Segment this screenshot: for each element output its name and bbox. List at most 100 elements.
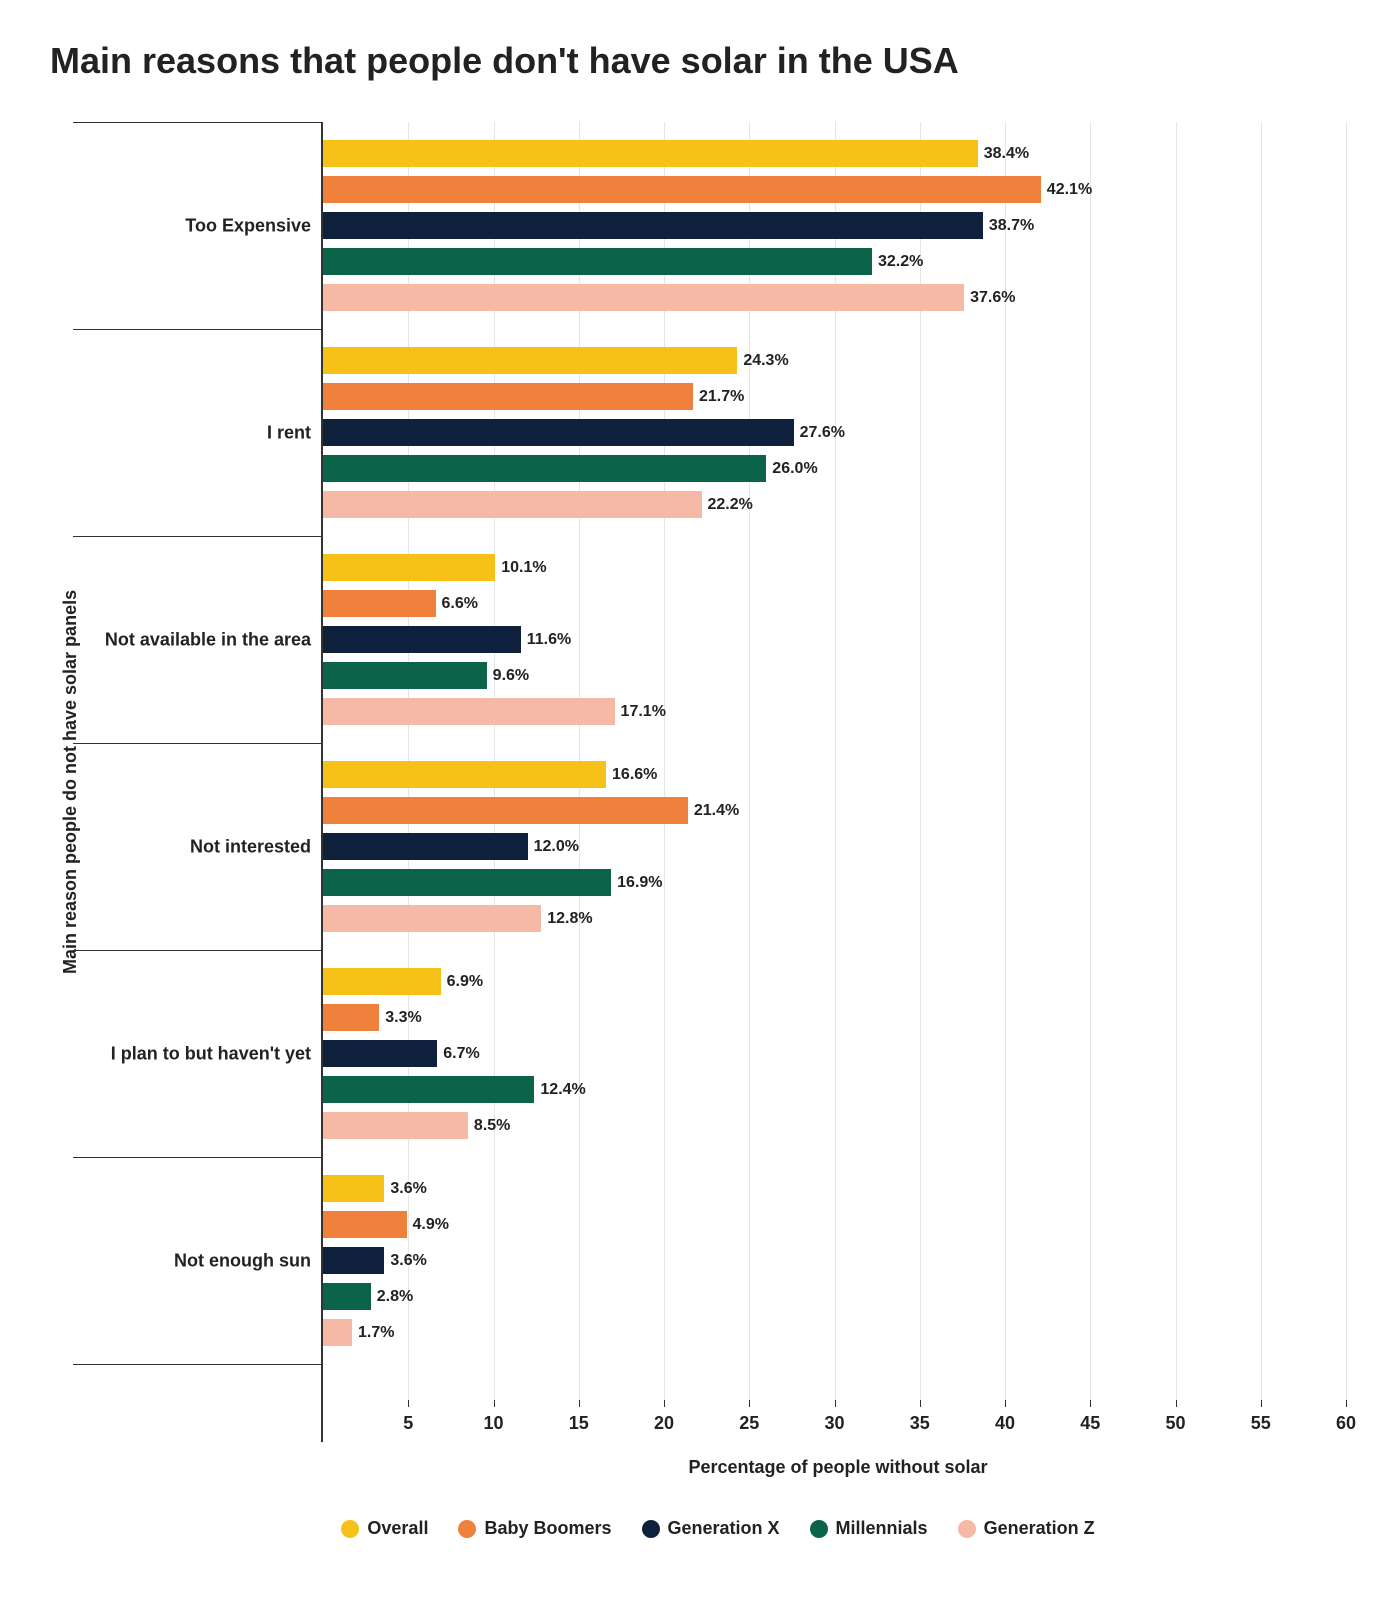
bar: 12.4% [323,1076,534,1103]
gridline [1176,122,1177,1402]
bar-value-label: 17.1% [615,703,666,721]
x-tick-label: 55 [1251,1413,1271,1434]
bar-value-label: 26.0% [766,460,817,478]
bar: 3.3% [323,1004,379,1031]
bar-value-label: 4.9% [407,1216,449,1234]
legend-label: Overall [367,1518,428,1539]
legend-label: Generation X [668,1518,780,1539]
x-tick-label: 15 [569,1413,589,1434]
x-tick-label: 45 [1080,1413,1100,1434]
bar-value-label: 12.4% [534,1081,585,1099]
x-tick [1176,1400,1177,1407]
bar: 11.6% [323,626,521,653]
legend-item: Generation Z [958,1518,1095,1539]
gridline [1005,122,1006,1402]
bar: 12.0% [323,833,528,860]
bar-value-label: 21.4% [688,802,739,820]
x-tick-label: 5 [403,1413,413,1434]
category-divider [73,743,323,744]
bar: 17.1% [323,698,615,725]
category-divider [73,950,323,951]
legend-label: Generation Z [984,1518,1095,1539]
category-divider [73,1364,323,1365]
bar: 37.6% [323,284,964,311]
bar-value-label: 16.9% [611,874,662,892]
x-tick [749,1400,750,1407]
legend-swatch [642,1520,660,1538]
bar: 12.8% [323,905,541,932]
bar: 8.5% [323,1112,468,1139]
x-tick [1005,1400,1006,1407]
x-tick [408,1400,409,1407]
bar-value-label: 38.4% [978,145,1029,163]
x-tick-label: 35 [910,1413,930,1434]
bar-value-label: 12.0% [528,838,579,856]
bar-value-label: 10.1% [495,559,546,577]
bar-value-label: 6.6% [436,595,478,613]
bar: 1.7% [323,1319,352,1346]
gridline [920,122,921,1402]
bar-value-label: 27.6% [794,424,845,442]
bar-value-label: 11.6% [521,631,571,649]
bar: 26.0% [323,455,766,482]
bar: 16.9% [323,869,611,896]
bar: 2.8% [323,1283,371,1310]
legend: Overall Baby Boomers Generation X Millennia… [90,1518,1346,1539]
legend-swatch [958,1520,976,1538]
legend-item: Baby Boomers [458,1518,611,1539]
x-tick-label: 25 [739,1413,759,1434]
chart-container: Main reasons that people don't have sola… [0,0,1396,1600]
x-tick-label: 10 [483,1413,503,1434]
x-tick [494,1400,495,1407]
bar-value-label: 16.6% [606,766,657,784]
gridline [1346,122,1347,1402]
x-tick-label: 20 [654,1413,674,1434]
y-category-label: Too Expensive [185,215,311,236]
y-axis-labels: Too ExpensiveI rentNot available in the … [81,122,321,1442]
bar-value-label: 42.1% [1041,181,1092,199]
x-tick [920,1400,921,1407]
chart-title: Main reasons that people don't have sola… [50,40,1346,82]
bar: 3.6% [323,1175,384,1202]
x-tick [1346,1400,1347,1407]
chart-body: Main reason people do not have solar pan… [50,122,1346,1442]
legend-swatch [810,1520,828,1538]
x-tick [835,1400,836,1407]
x-tick [664,1400,665,1407]
bar: 38.4% [323,140,978,167]
bar-value-label: 22.2% [702,496,753,514]
category-divider [73,122,323,123]
y-axis-title: Main reason people do not have solar pan… [50,122,81,1442]
bar-value-label: 3.6% [384,1180,426,1198]
y-category-label: Not interested [190,836,311,857]
bar: 38.7% [323,212,983,239]
bar: 32.2% [323,248,872,275]
x-tick [1261,1400,1262,1407]
bar: 10.1% [323,554,495,581]
x-tick [579,1400,580,1407]
gridline [835,122,836,1402]
bar-value-label: 8.5% [468,1117,510,1135]
bar-value-label: 3.3% [379,1009,421,1027]
bar-value-label: 3.6% [384,1252,426,1270]
bar-value-label: 12.8% [541,910,592,928]
bar: 27.6% [323,419,794,446]
bar: 4.9% [323,1211,407,1238]
gridline [749,122,750,1402]
bar: 6.7% [323,1040,437,1067]
gridline [1090,122,1091,1402]
category-divider [73,329,323,330]
y-category-label: I rent [267,422,311,443]
legend-swatch [458,1520,476,1538]
bar-value-label: 24.3% [737,352,788,370]
bar-value-label: 38.7% [983,217,1034,235]
x-tick [1090,1400,1091,1407]
bar: 22.2% [323,491,702,518]
bar: 21.4% [323,797,688,824]
legend-label: Millennials [836,1518,928,1539]
bar: 42.1% [323,176,1041,203]
category-divider [73,536,323,537]
bar-value-label: 2.8% [371,1288,413,1306]
bar-value-label: 9.6% [487,667,529,685]
bar-value-label: 1.7% [352,1324,394,1342]
